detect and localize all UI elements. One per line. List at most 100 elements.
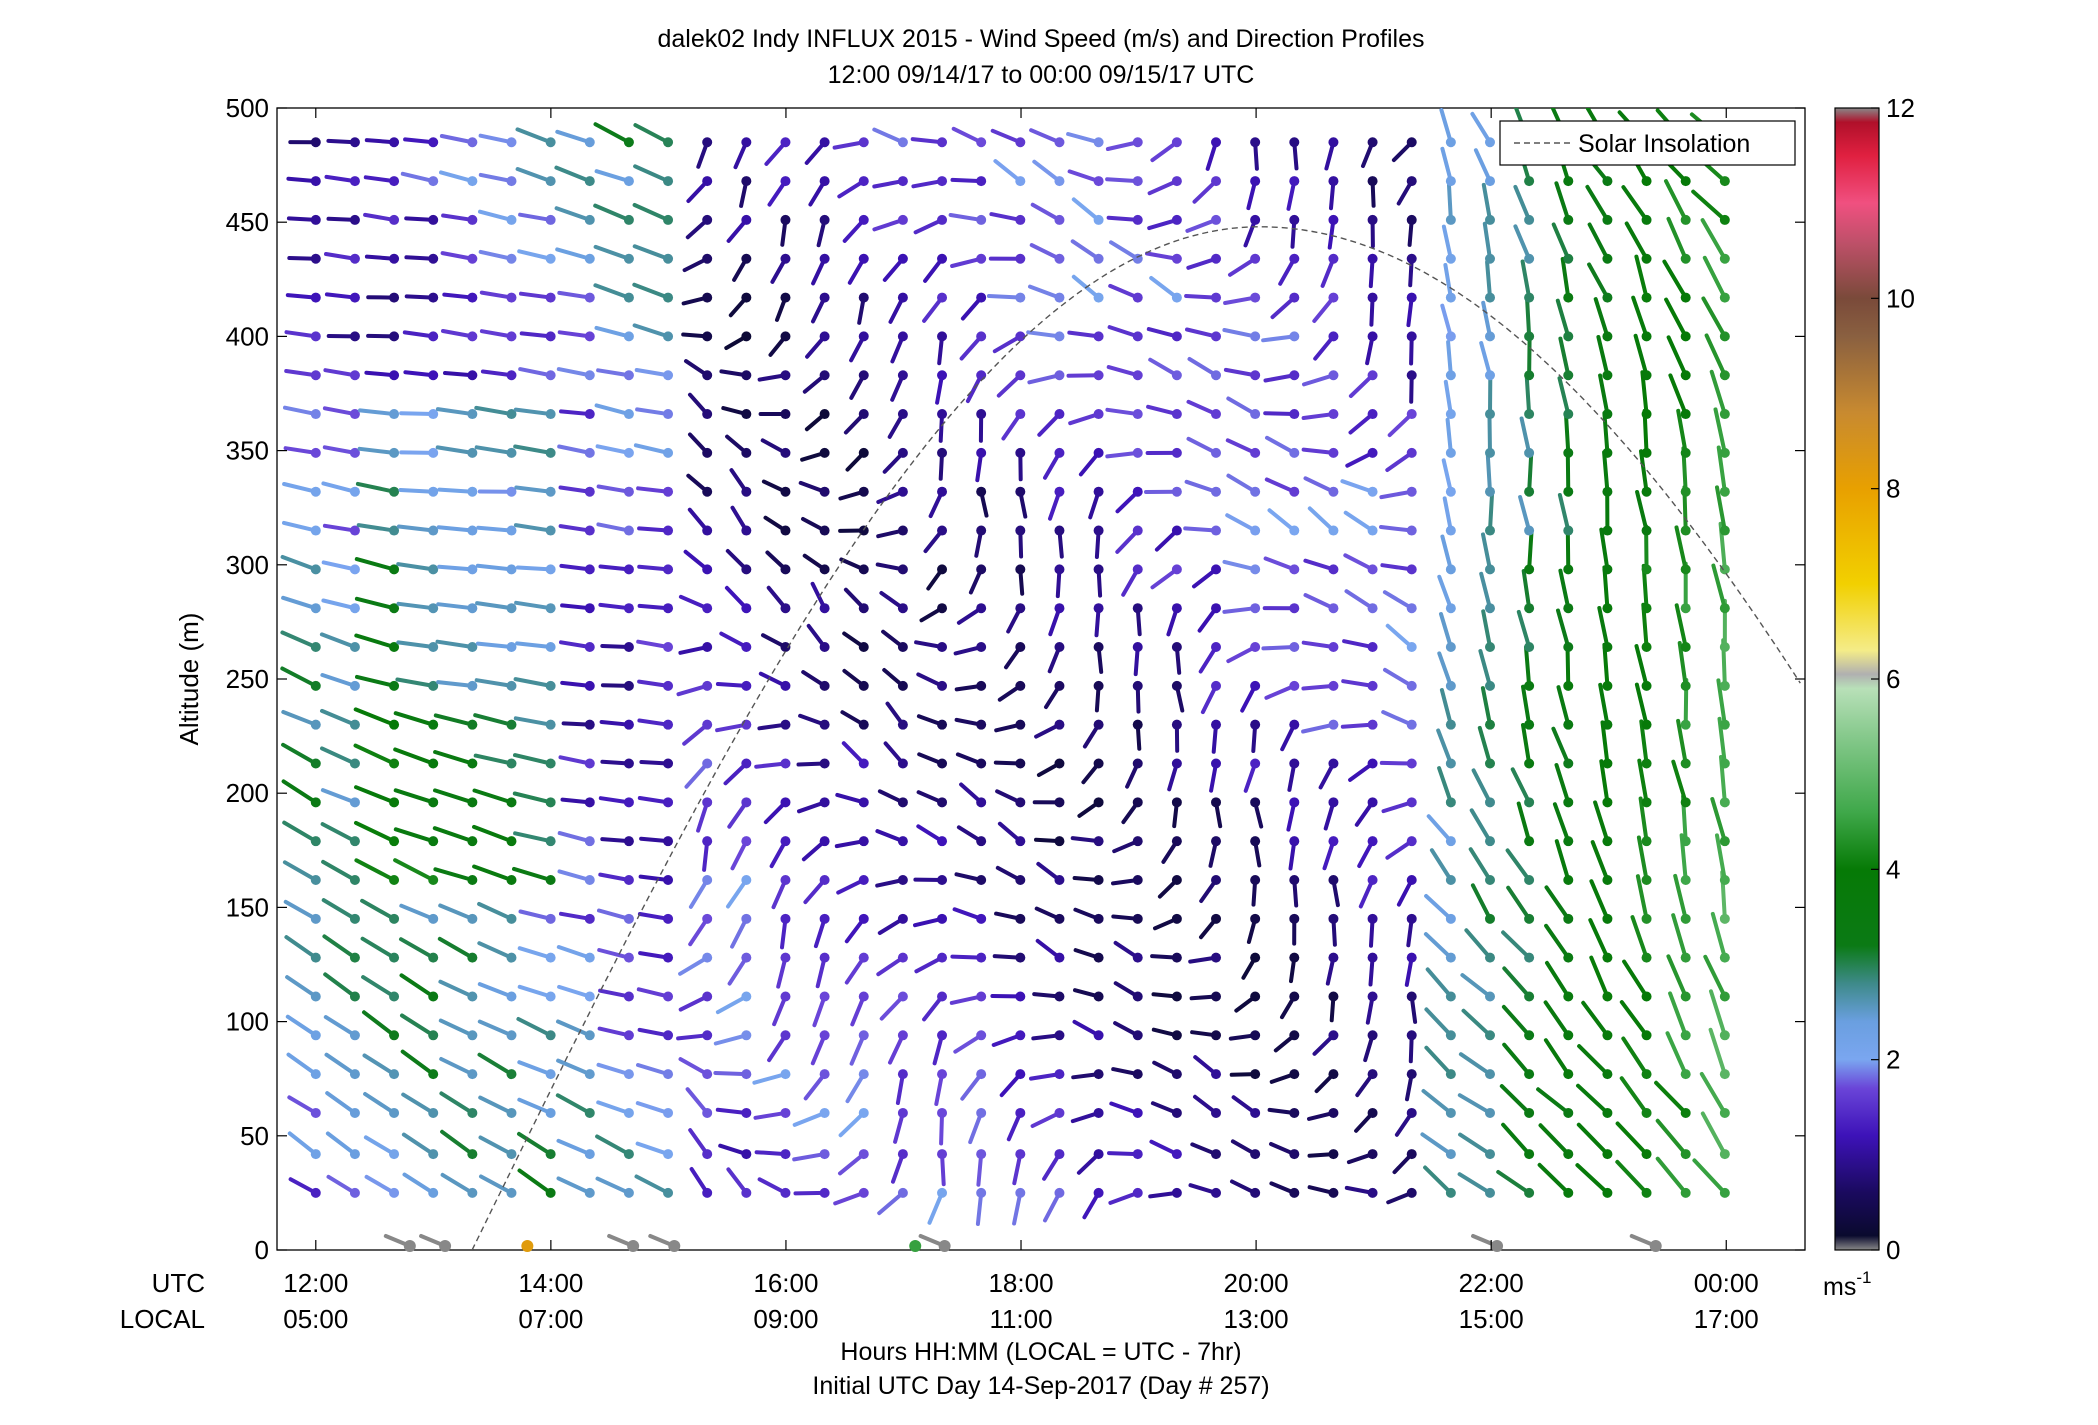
wind-barb-dot bbox=[1445, 874, 1456, 885]
wind-barb-shaft bbox=[1676, 718, 1688, 766]
wind-barb-dot bbox=[1054, 1149, 1065, 1160]
wind-barb-dot bbox=[584, 797, 595, 808]
wind-barb-shaft bbox=[436, 525, 475, 533]
wind-barb-shaft bbox=[593, 283, 631, 300]
wind-barb-dot bbox=[506, 214, 517, 225]
wind-barb-dot bbox=[1093, 214, 1104, 225]
wind-barb-shaft bbox=[284, 935, 318, 960]
wind-barb-dot bbox=[1719, 836, 1730, 847]
wind-barb-dot bbox=[1171, 603, 1182, 614]
wind-barb-dot bbox=[1445, 680, 1456, 691]
wind-barb-shaft bbox=[321, 598, 357, 611]
wind-barb-shaft bbox=[323, 972, 357, 999]
wind-barb-shaft bbox=[1501, 1004, 1532, 1038]
wind-barb-dot bbox=[389, 486, 400, 497]
wind-barb-shaft bbox=[1443, 263, 1453, 300]
wind-barb-shaft bbox=[1634, 682, 1649, 727]
wind-barb-dot bbox=[1367, 991, 1378, 1002]
wind-barb-dot bbox=[1328, 1107, 1339, 1118]
wind-barb-dot bbox=[702, 642, 713, 653]
wind-barb-shaft bbox=[838, 1110, 866, 1138]
x-tick-label-local: 09:00 bbox=[753, 1304, 818, 1334]
wind-barb-dot bbox=[1563, 913, 1574, 924]
wind-barb-dot bbox=[623, 176, 634, 187]
x-tick-label-utc: 22:00 bbox=[1459, 1268, 1524, 1298]
wind-barb-shaft bbox=[517, 249, 553, 261]
wind-barb-shaft bbox=[283, 899, 318, 921]
wind-barb-shaft bbox=[1106, 365, 1140, 378]
wind-barb-dot bbox=[1524, 447, 1535, 458]
wind-barb-dot bbox=[976, 137, 987, 148]
wind-barb-shaft bbox=[514, 600, 553, 611]
wind-barb-dot bbox=[310, 1187, 321, 1198]
wind-barb-dot bbox=[1093, 370, 1104, 381]
wind-barb-dot bbox=[1680, 486, 1691, 497]
wind-barb-dot bbox=[310, 1149, 321, 1160]
wind-barb-shaft bbox=[438, 903, 475, 921]
wind-barb-dot bbox=[1211, 253, 1222, 264]
wind-barb-dot bbox=[310, 836, 321, 847]
wind-barb-shaft bbox=[1479, 341, 1492, 378]
y-tick-label: 350 bbox=[226, 436, 269, 466]
wind-barb-dot bbox=[545, 331, 556, 342]
wind-barb-dot bbox=[1484, 1069, 1495, 1080]
wind-barb-dot bbox=[1719, 952, 1730, 963]
colorbar-tick-label: 8 bbox=[1886, 474, 1900, 504]
wind-barb-dot bbox=[584, 253, 595, 264]
wind-barb-dot bbox=[1445, 253, 1456, 264]
wind-barb-shaft bbox=[513, 677, 553, 688]
wind-barb-dot bbox=[663, 991, 674, 1002]
wind-barb-shaft bbox=[792, 1110, 827, 1127]
wind-barb-dot bbox=[1015, 603, 1026, 614]
wind-barb-shaft bbox=[477, 941, 514, 960]
wind-barb-dot bbox=[976, 1187, 987, 1198]
wind-barb-dot bbox=[976, 603, 987, 614]
wind-barb-dot bbox=[1093, 758, 1104, 769]
wind-barb-shaft bbox=[1713, 407, 1727, 455]
wind-barb-dot bbox=[1211, 913, 1222, 924]
wind-barb-dot bbox=[310, 214, 321, 225]
wind-barb-dot bbox=[584, 1149, 595, 1160]
wind-barb-dot bbox=[897, 603, 908, 614]
wind-barb-dot bbox=[584, 525, 595, 536]
wind-barb-dot bbox=[976, 525, 987, 536]
wind-barb-shaft bbox=[1420, 1132, 1453, 1157]
wind-barb-shaft bbox=[282, 482, 318, 494]
wind-barb-shaft bbox=[400, 171, 436, 184]
wind-barb-shaft bbox=[557, 831, 592, 844]
wind-barb-shaft bbox=[1655, 1118, 1688, 1157]
wind-barb-dot bbox=[819, 952, 830, 963]
wind-barb-shaft bbox=[479, 329, 514, 339]
wind-barb-shaft bbox=[1223, 295, 1258, 305]
wind-barb-dot bbox=[1211, 137, 1222, 148]
wind-barb-shaft bbox=[396, 562, 436, 572]
wind-barb-dot bbox=[1367, 1107, 1378, 1118]
wind-barb-dot bbox=[1132, 447, 1143, 458]
wind-barb-dot bbox=[1719, 525, 1730, 536]
wind-barb-shaft bbox=[1105, 407, 1140, 417]
wind-barb-dot bbox=[1524, 176, 1535, 187]
wind-barb-shaft bbox=[1674, 525, 1688, 572]
wind-barb-dot bbox=[1445, 292, 1456, 303]
wind-barb-shaft bbox=[281, 710, 318, 727]
wind-barb-dot bbox=[1484, 642, 1495, 653]
wind-barb-shaft bbox=[396, 601, 436, 611]
wind-barb-dot bbox=[1524, 1069, 1535, 1080]
wind-barb-dot bbox=[702, 1030, 713, 1041]
wind-barb-shaft bbox=[515, 641, 553, 650]
wind-barb-dot bbox=[897, 486, 908, 497]
wind-barb-dot bbox=[1563, 564, 1574, 575]
wind-barb-dot bbox=[741, 913, 752, 924]
wind-barb-dot bbox=[467, 952, 478, 963]
wind-barb-dot bbox=[1602, 1149, 1613, 1160]
wind-barb-dot bbox=[663, 447, 674, 458]
wind-barb-shaft bbox=[1668, 373, 1688, 417]
wind-barb-dot bbox=[1406, 680, 1417, 691]
colorbar-tick-label: 4 bbox=[1886, 854, 1900, 884]
wind-barb-shaft bbox=[1149, 276, 1179, 300]
wind-barb-dot bbox=[1719, 292, 1730, 303]
wind-barb-shaft bbox=[1263, 556, 1297, 572]
wind-barb-dot bbox=[1680, 1069, 1691, 1080]
wind-barb-shaft bbox=[1702, 255, 1727, 300]
solar-insolation-curve bbox=[471, 226, 1801, 1250]
